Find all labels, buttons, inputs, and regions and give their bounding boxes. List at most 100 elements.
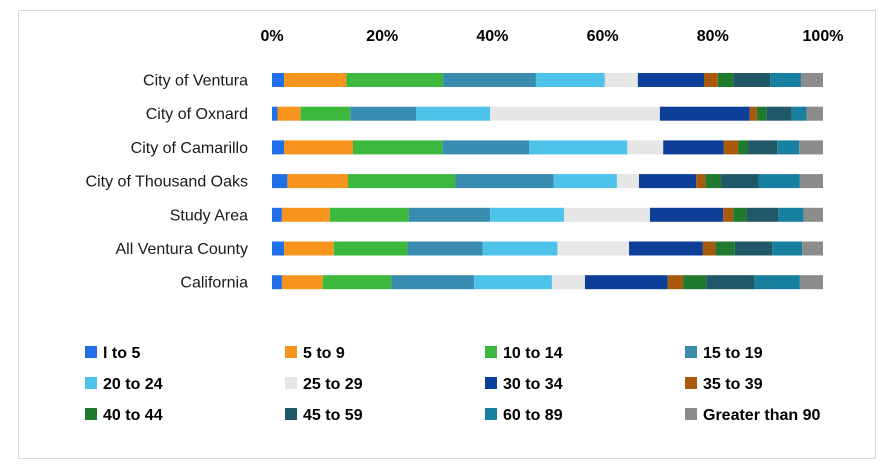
legend-swatch xyxy=(485,377,497,389)
x-tick-label: 80% xyxy=(697,28,729,45)
bar-segment xyxy=(802,241,823,256)
legend-label: 10 to 14 xyxy=(503,345,563,362)
bar-segment xyxy=(659,106,750,121)
bar-segment xyxy=(803,207,823,222)
bar-segment xyxy=(754,275,800,290)
legend-swatch xyxy=(485,408,497,420)
bar-segment xyxy=(723,207,734,222)
legend-label: 20 to 24 xyxy=(103,376,163,393)
bar-segment xyxy=(442,140,530,155)
bar-segment xyxy=(322,275,392,290)
category-label: All Ventura County xyxy=(115,241,248,258)
bar-segment xyxy=(663,140,724,155)
bar-segment xyxy=(717,73,734,87)
legend-swatch xyxy=(85,346,97,358)
bar-segment xyxy=(806,106,823,121)
x-tick-label: 100% xyxy=(803,28,844,45)
legend-label: 40 to 44 xyxy=(103,407,163,424)
bar-segment xyxy=(284,73,347,87)
bar-segment xyxy=(391,275,475,290)
bar-segment xyxy=(272,275,282,290)
category-label: Study Area xyxy=(170,207,248,224)
legend-swatch xyxy=(85,408,97,420)
bar-segment xyxy=(791,106,807,121)
legend-label: 25 to 29 xyxy=(303,376,363,393)
bar-segment xyxy=(281,207,330,222)
bar-segment xyxy=(715,241,735,256)
bar-segment xyxy=(629,241,703,256)
bar-segment xyxy=(738,140,749,155)
bar-segment xyxy=(734,241,773,256)
x-tick-label: 20% xyxy=(366,28,398,45)
bar-segment xyxy=(799,174,823,189)
bar-segment xyxy=(799,275,823,290)
bar-segment xyxy=(770,73,801,87)
legend-label: 35 to 39 xyxy=(703,376,763,393)
bar-segment xyxy=(474,275,552,290)
bar-segment xyxy=(638,174,697,189)
legend-label: Greater than 90 xyxy=(703,407,820,424)
legend-swatch xyxy=(685,346,697,358)
bar-segment xyxy=(705,174,722,189)
bars xyxy=(272,73,823,290)
bar-segment xyxy=(281,275,323,290)
bar-segment xyxy=(272,73,285,87)
bar-segment xyxy=(733,207,747,222)
bar-segment xyxy=(408,207,491,222)
legend-label: 5 to 9 xyxy=(303,345,345,362)
legend-swatch xyxy=(285,346,297,358)
bar-segment xyxy=(490,207,565,222)
bar-segment xyxy=(702,241,716,256)
bar-segment xyxy=(766,106,792,121)
category-labels: City of Ventura City of Oxnard City of Cam… xyxy=(86,73,249,292)
bar-segment xyxy=(703,73,718,87)
bar-segment xyxy=(749,106,757,121)
bar-segment xyxy=(407,241,483,256)
x-axis-ticks: 0% 20% 40% 60% 80% 100% xyxy=(260,28,843,45)
bar-segment xyxy=(799,140,823,155)
bar-segment xyxy=(348,174,456,189)
legend-swatch xyxy=(285,408,297,420)
bar-segment xyxy=(733,73,771,87)
bar-segment xyxy=(557,241,630,256)
legend-label: 15 to 19 xyxy=(703,345,763,362)
legend: l to 5 5 to 9 10 to 14 15 to 19 20 to 24 25 t… xyxy=(85,345,820,424)
bar-segment xyxy=(667,275,684,290)
bar-segment xyxy=(535,73,605,87)
bar-segment xyxy=(748,140,778,155)
bar-segment xyxy=(455,174,554,189)
bar-segment xyxy=(616,174,639,189)
bar-segment xyxy=(800,73,823,87)
bar-segment xyxy=(416,106,491,121)
bar-segment xyxy=(284,140,353,155)
legend-swatch xyxy=(85,377,97,389)
chart-frame: 0% 20% 40% 60% 80% 100% City of Ventura City o… xyxy=(18,10,876,459)
legend-label: 60 to 89 xyxy=(503,407,563,424)
bar-segment xyxy=(604,73,638,87)
category-label: California xyxy=(180,275,248,292)
bar-segment xyxy=(553,174,617,189)
bar-segment xyxy=(277,106,301,121)
bar-segment xyxy=(721,174,759,189)
bar-segment xyxy=(272,174,288,189)
bar-segment xyxy=(287,174,349,189)
bar-segment xyxy=(443,73,536,87)
bar-segment xyxy=(584,275,668,290)
bar-segment xyxy=(627,140,664,155)
x-tick-label: 0% xyxy=(260,28,283,45)
bar-segment xyxy=(272,106,278,121)
bar-segment xyxy=(756,106,767,121)
bar-segment xyxy=(529,140,628,155)
bar-segment xyxy=(272,207,282,222)
category-label: City of Camarillo xyxy=(131,140,248,157)
category-label: City of Ventura xyxy=(143,73,248,90)
category-label: City of Oxnard xyxy=(146,106,248,123)
bar-segment xyxy=(272,241,285,256)
bar-segment xyxy=(772,241,803,256)
bar-segment xyxy=(758,174,800,189)
legend-swatch xyxy=(485,346,497,358)
bar-segment xyxy=(649,207,724,222)
x-tick-label: 60% xyxy=(587,28,619,45)
bar-segment xyxy=(482,241,558,256)
